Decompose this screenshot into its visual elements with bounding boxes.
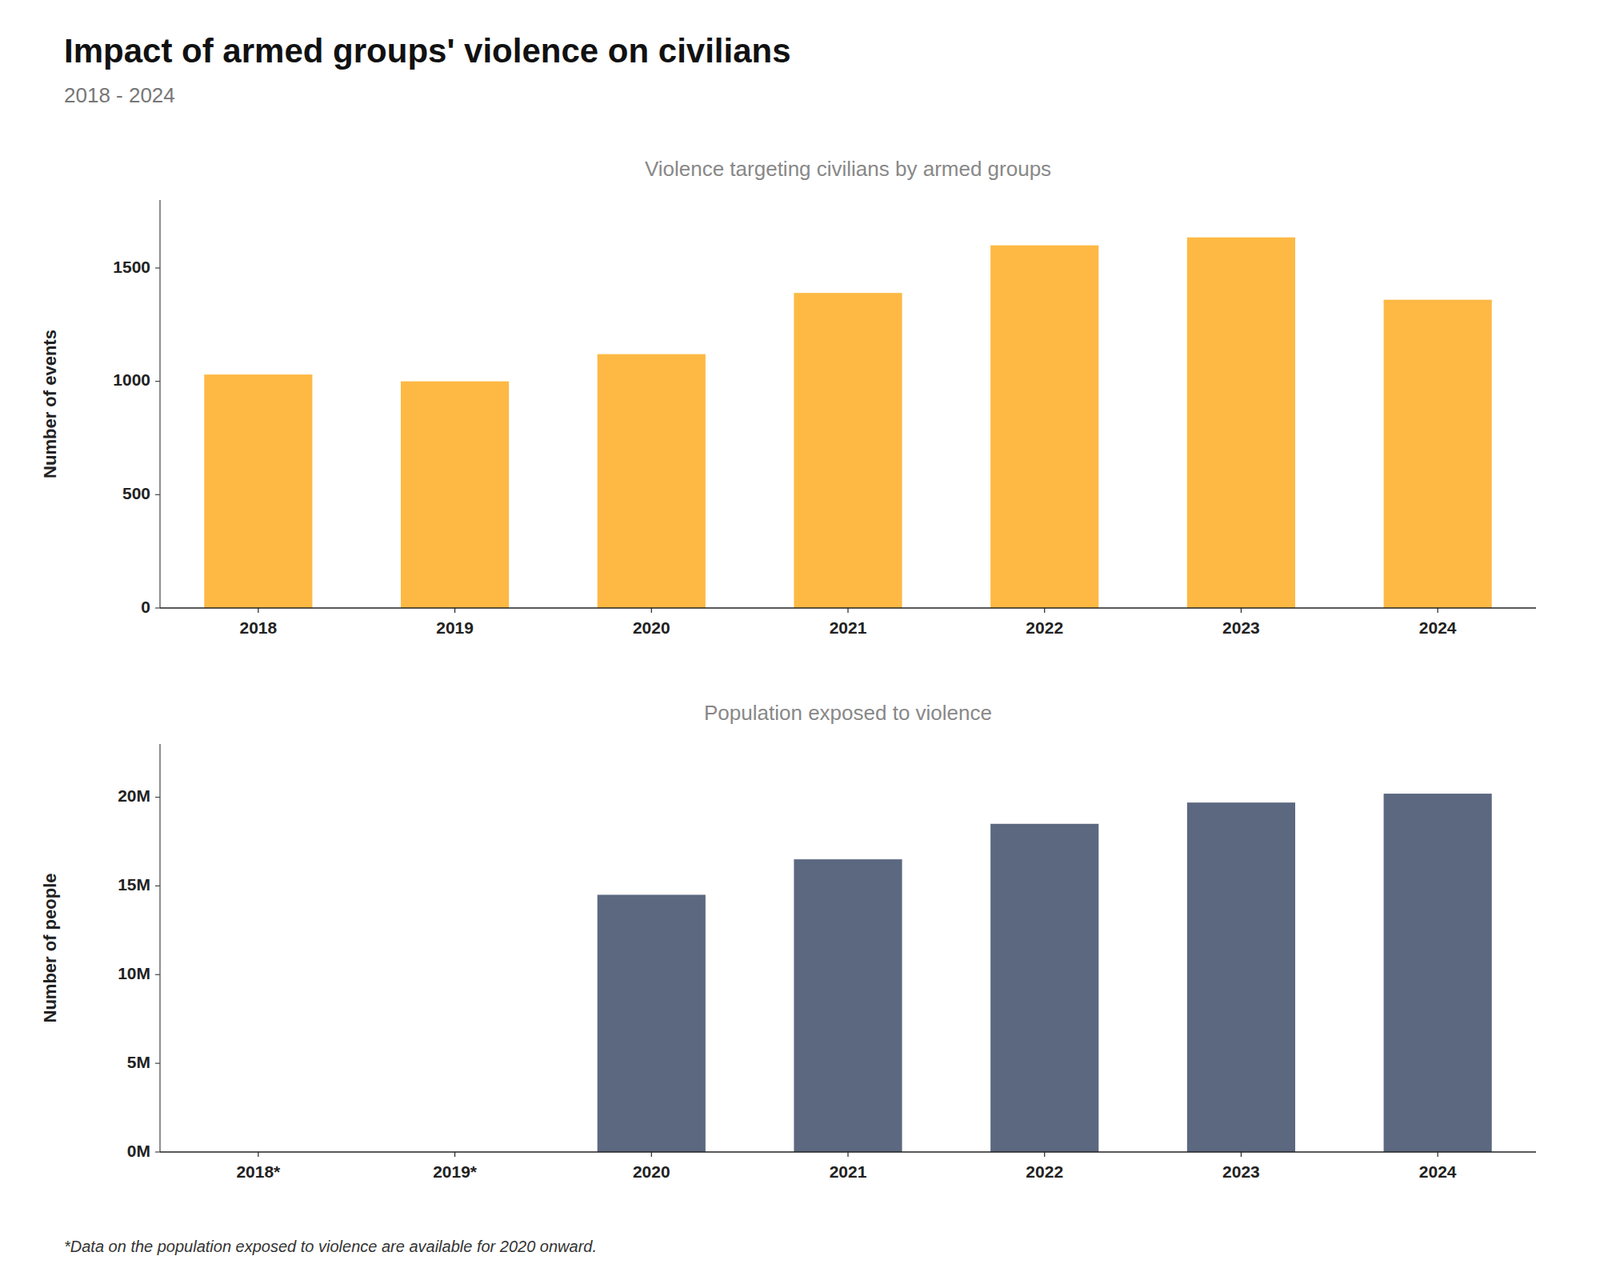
y-tick-label: 5M	[127, 1052, 151, 1072]
x-tick-label: 2022	[1025, 1162, 1064, 1181]
x-tick-label: 2019*	[432, 1162, 478, 1181]
bar	[990, 245, 1099, 608]
y-tick	[155, 380, 160, 382]
x-tick	[454, 608, 456, 613]
chart-title: Population exposed to violence	[704, 700, 992, 725]
y-tick	[155, 1063, 160, 1064]
x-tick	[651, 608, 652, 613]
y-tick	[155, 607, 160, 608]
y-tick-label: 1500	[112, 257, 151, 276]
x-tick	[847, 608, 848, 613]
x-tick-label: 2020	[632, 1162, 671, 1181]
y-tick-label: 20M	[117, 786, 151, 805]
x-tick-label: 2024	[1419, 1162, 1457, 1181]
x-tick-label: 2018	[239, 618, 277, 637]
bar	[1384, 300, 1492, 608]
x-tick	[1240, 1152, 1242, 1157]
y-tick-label: 10M	[117, 964, 151, 983]
bar	[1187, 237, 1296, 608]
y-tick-label: 500	[122, 484, 151, 503]
y-tick	[155, 974, 160, 976]
bar	[793, 292, 902, 608]
y-tick	[155, 796, 160, 798]
x-tick	[1437, 1152, 1439, 1157]
x-tick-label: 2021	[829, 618, 868, 637]
y-tick-label: 0M	[127, 1141, 151, 1160]
bar	[793, 859, 902, 1152]
subtitle: 2018 - 2024	[64, 83, 176, 108]
background	[0, 0, 1600, 1280]
y-tick	[155, 885, 160, 887]
main-title: Impact of armed groups' violence on civi…	[64, 32, 792, 70]
y-tick-label: 0	[140, 597, 151, 616]
x-tick	[1437, 608, 1439, 613]
x-tick	[651, 1152, 652, 1157]
x-tick	[257, 1152, 259, 1157]
chart-1: Population exposed to violence Number of …	[40, 700, 1536, 1181]
y-axis-label: Number of events	[40, 329, 60, 479]
x-tick	[1044, 1152, 1045, 1157]
y-axis-line	[159, 200, 160, 608]
chart-0: Violence targeting civilians by armed gr…	[40, 156, 1536, 637]
bar	[990, 824, 1099, 1152]
x-tick-label: 2021	[829, 1162, 868, 1181]
y-tick-label: 1000	[112, 370, 151, 389]
bar	[1384, 793, 1492, 1152]
chart-title: Violence targeting civilians by armed gr…	[644, 156, 1052, 181]
bars	[204, 237, 1492, 608]
y-tick	[155, 1151, 160, 1152]
x-tick-label: 2020	[632, 618, 671, 637]
bar	[400, 381, 509, 608]
x-tick-label: 2023	[1222, 1162, 1260, 1181]
y-tick	[155, 267, 160, 268]
y-axis-label: Number of people	[40, 872, 60, 1023]
bars	[597, 793, 1492, 1152]
y-axis-line	[159, 744, 160, 1152]
bar	[597, 894, 706, 1152]
x-tick-label: 2018*	[236, 1162, 281, 1181]
x-tick-label: 2022	[1025, 618, 1064, 637]
chart-canvas: Impact of armed groups' violence on civi…	[0, 0, 1600, 1280]
y-tick	[155, 494, 160, 496]
x-tick	[1240, 608, 1242, 613]
x-tick	[454, 1152, 456, 1157]
bar	[1187, 802, 1296, 1152]
x-tick	[257, 608, 259, 613]
x-tick	[1044, 608, 1045, 613]
x-tick-label: 2024	[1419, 618, 1457, 637]
x-tick	[847, 1152, 848, 1157]
x-tick-label: 2023	[1222, 618, 1260, 637]
x-tick-label: 2019	[436, 618, 474, 637]
bar	[204, 374, 312, 608]
footnote: *Data on the population exposed to viole…	[64, 1237, 597, 1256]
y-tick-label: 15M	[117, 875, 151, 894]
bar	[597, 354, 706, 608]
